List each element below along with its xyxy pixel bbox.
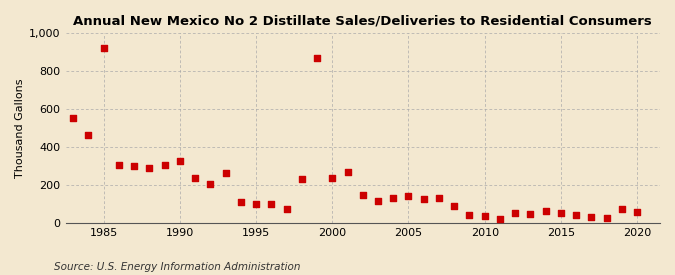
Point [129, 164, 140, 168]
Point [236, 200, 246, 204]
Point [250, 202, 261, 206]
Point [403, 193, 414, 198]
Point [174, 158, 185, 163]
Point [464, 212, 475, 217]
Point [342, 170, 353, 174]
Point [190, 175, 200, 180]
Point [144, 166, 155, 170]
Y-axis label: Thousand Gallons: Thousand Gallons [15, 78, 25, 178]
Point [616, 207, 627, 211]
Title: Annual New Mexico No 2 Distillate Sales/Deliveries to Residential Consumers: Annual New Mexico No 2 Distillate Sales/… [74, 15, 652, 28]
Point [68, 116, 78, 120]
Point [357, 192, 368, 197]
Point [479, 213, 490, 218]
Point [281, 207, 292, 211]
Point [510, 210, 520, 215]
Point [449, 204, 460, 209]
Point [601, 216, 612, 221]
Point [113, 163, 124, 167]
Point [83, 133, 94, 138]
Point [632, 210, 643, 214]
Text: Source: U.S. Energy Information Administration: Source: U.S. Energy Information Administ… [54, 262, 300, 272]
Point [540, 209, 551, 213]
Point [418, 197, 429, 202]
Point [205, 182, 216, 186]
Point [388, 196, 399, 201]
Point [312, 56, 323, 60]
Point [495, 217, 506, 222]
Point [159, 163, 170, 167]
Point [525, 211, 536, 216]
Point [99, 45, 109, 50]
Point [571, 212, 582, 217]
Point [556, 210, 566, 215]
Point [327, 175, 338, 180]
Point [220, 171, 231, 175]
Point [296, 176, 307, 181]
Point [433, 196, 444, 201]
Point [586, 215, 597, 220]
Point [266, 202, 277, 206]
Point [373, 199, 383, 204]
